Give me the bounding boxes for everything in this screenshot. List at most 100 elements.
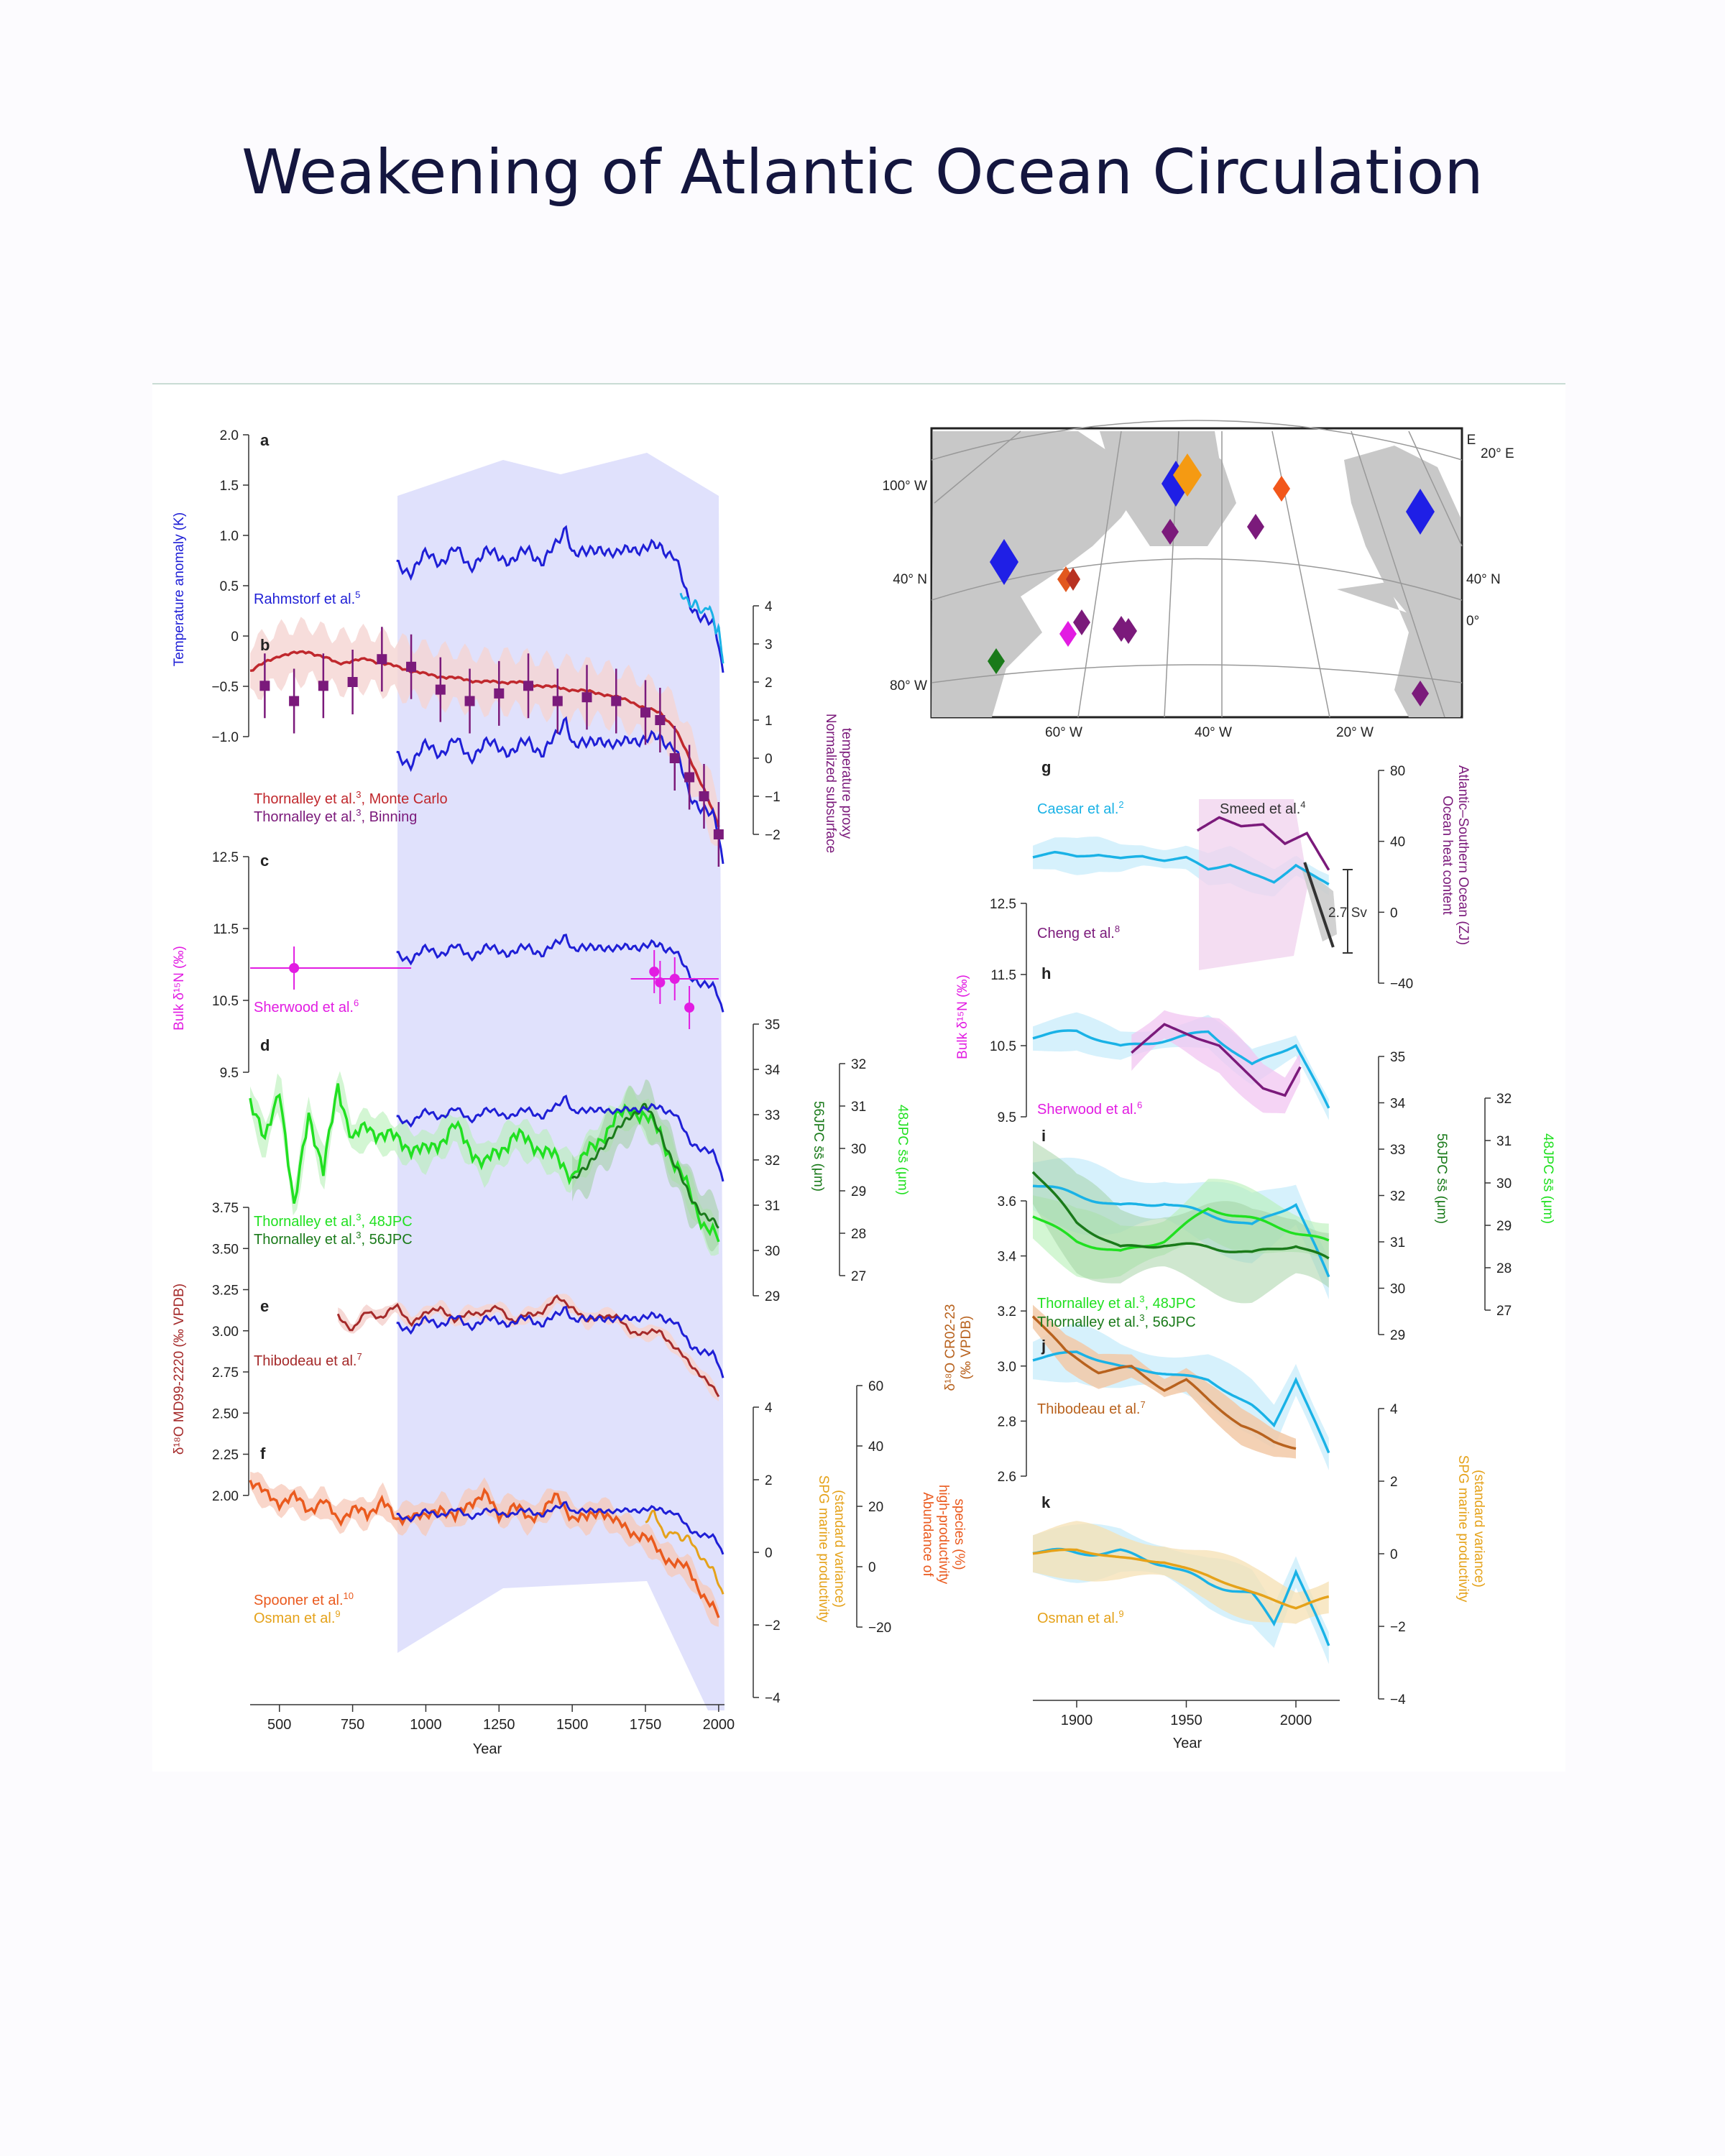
series-smeed (1303, 862, 1335, 948)
map-graticule (931, 420, 1463, 461)
axis-i48-tick-label: 29 (1496, 1219, 1512, 1234)
point-binning (611, 696, 622, 706)
panel-d-letter: d (260, 1036, 270, 1054)
axis-g-label: Atlantic–Southern Ocean (ZJ) (1455, 765, 1471, 945)
axis-c-tick-label: 10.5 (212, 994, 239, 1009)
map-marker-site (1120, 618, 1137, 644)
map-right-label: 0° (1466, 614, 1479, 629)
axis-e-tick-label: 2.00 (212, 1489, 239, 1504)
axis-d48-tick-label: 29 (851, 1184, 866, 1199)
series-56jpc (571, 1102, 719, 1229)
map-land-africa (1337, 582, 1460, 717)
band-56jpc (572, 1079, 719, 1252)
axis-e-tick-label: 3.50 (212, 1242, 239, 1257)
point-binning (699, 791, 709, 801)
map-marker-site (1173, 453, 1202, 497)
series-caesar-a (679, 592, 724, 664)
axis-a-tick-label: 2.0 (220, 428, 239, 443)
map-left-label: 80° W (890, 678, 927, 694)
axis-f2-tick-label: 60 (868, 1379, 883, 1394)
axis-f2-tick-label: −20 (868, 1621, 891, 1636)
axis-d56-tick-label: 30 (765, 1244, 780, 1259)
series-thibodeau (336, 1294, 720, 1398)
point-binning (684, 772, 695, 783)
point-sherwood (649, 967, 660, 977)
axis-j-tick-label: 3.6 (998, 1194, 1016, 1210)
map-marker-site (1412, 681, 1429, 706)
axis-a-tick-label: 0.5 (220, 579, 239, 594)
map-marker-site (1073, 609, 1090, 635)
data-marks (250, 627, 1353, 1029)
axis-k-label: (standard variance) (1471, 1470, 1486, 1588)
series-caesar-k (1032, 1547, 1330, 1646)
series-rahmstorf-e (396, 1305, 724, 1378)
axis-f2-label: Abundance of (920, 1492, 935, 1577)
panel-f-letter: f (260, 1445, 266, 1462)
axis-i56-tick-label: 30 (1390, 1282, 1405, 1297)
axis-f2-tick-label: 40 (868, 1439, 883, 1455)
label-osman-f: Osman et al.9 (254, 1608, 341, 1626)
axis-i56-tick-label: 29 (1390, 1328, 1405, 1343)
axis-x-left-tick-label: 2000 (703, 1717, 735, 1733)
axis-k-tick-label: 2 (1390, 1475, 1398, 1490)
point-binning (347, 677, 358, 687)
axis-b-label: Normalized subsurface (823, 714, 838, 853)
map-graticule (1351, 430, 1445, 718)
uncertainty-band (397, 453, 724, 1710)
axis-x-left-tick-label: 750 (341, 1717, 364, 1733)
series-48jpc (249, 1083, 720, 1243)
band-56jpc-i (1033, 1141, 1329, 1304)
axis-d56-tick-label: 31 (765, 1199, 780, 1214)
axis-i48-label: 48JPC s̄s̄ (μm) (1540, 1133, 1555, 1224)
axis-f1-tick-label: 2 (765, 1473, 773, 1488)
point-binning (713, 829, 724, 839)
series-rahmstorf-b (396, 716, 724, 865)
axis-e-tick-label: 2.50 (212, 1406, 239, 1422)
map-bottom-label: 20° W (1336, 725, 1374, 740)
axis-d48-tick-label: 27 (851, 1269, 866, 1284)
axis-d56-tick-label: 35 (765, 1018, 780, 1033)
axis-f1-tick-label: −2 (765, 1618, 781, 1634)
axis-e-label: δ¹⁸O MD99-2220 (‰ VPDB) (172, 1284, 187, 1455)
map-bottom-label: 40° W (1195, 725, 1232, 740)
axis-f2-tick-label: 0 (868, 1560, 876, 1575)
axis-b-tick-label: 3 (765, 637, 773, 653)
band-cheng (1199, 799, 1308, 970)
axis-j-label: δ¹⁸O CR02-23 (943, 1304, 958, 1391)
map-bottom-label: 60° W (1045, 725, 1082, 740)
label-caesar: Caesar et al.2 (1037, 799, 1124, 817)
band-sherwood-h (1131, 1010, 1301, 1114)
point-binning (435, 684, 446, 695)
axis-k-tick-label: −2 (1390, 1620, 1406, 1635)
axis-i56-tick-label: 31 (1390, 1235, 1405, 1250)
label-thornalley-56: Thornalley et al.3, 56JPC (254, 1230, 413, 1248)
map-marker-site (988, 648, 1005, 674)
axis-j-tick-label: 3.2 (998, 1304, 1016, 1319)
axis-i48-tick-label: 31 (1496, 1134, 1512, 1149)
axis-e-tick-label: 2.75 (212, 1365, 239, 1381)
axis-a-label: Temperature anomaly (K) (172, 512, 187, 666)
axis-d48-tick-label: 32 (851, 1057, 866, 1072)
label-sherwood-h: Sherwood et al.6 (1037, 1100, 1142, 1118)
axis-a-tick-label: −1.0 (211, 730, 239, 745)
axis-i48-tick-label: 32 (1496, 1092, 1512, 1107)
divider (152, 383, 1565, 384)
axis-x-left-tick-label: 1500 (556, 1717, 589, 1733)
series-rahmstorf-c (396, 934, 724, 1013)
axis-g-tick-label: 40 (1390, 835, 1405, 850)
band-osman-k (1033, 1521, 1329, 1624)
axis-j-label: (‰ VPDB) (959, 1316, 974, 1380)
label-thornalley-48: Thornalley et al.3, 48JPC (254, 1212, 413, 1230)
axis-x-right-tick-label: 1950 (1170, 1713, 1202, 1728)
axis-k-tick-label: 4 (1390, 1402, 1398, 1417)
label-thibodeau: Thibodeau et al.7 (254, 1351, 362, 1369)
point-binning (581, 692, 592, 703)
map-graticule (931, 664, 1463, 683)
panel-i-letter: i (1041, 1127, 1046, 1145)
map-marker-site (1247, 514, 1264, 540)
series-caesar-h (1032, 1029, 1330, 1109)
axis-h-tick-label: 11.5 (990, 968, 1016, 983)
axis-b-tick-label: 1 (765, 714, 773, 729)
axis-x-right-tick-label: 2000 (1280, 1713, 1312, 1728)
axis-f1-tick-label: −4 (765, 1691, 781, 1706)
